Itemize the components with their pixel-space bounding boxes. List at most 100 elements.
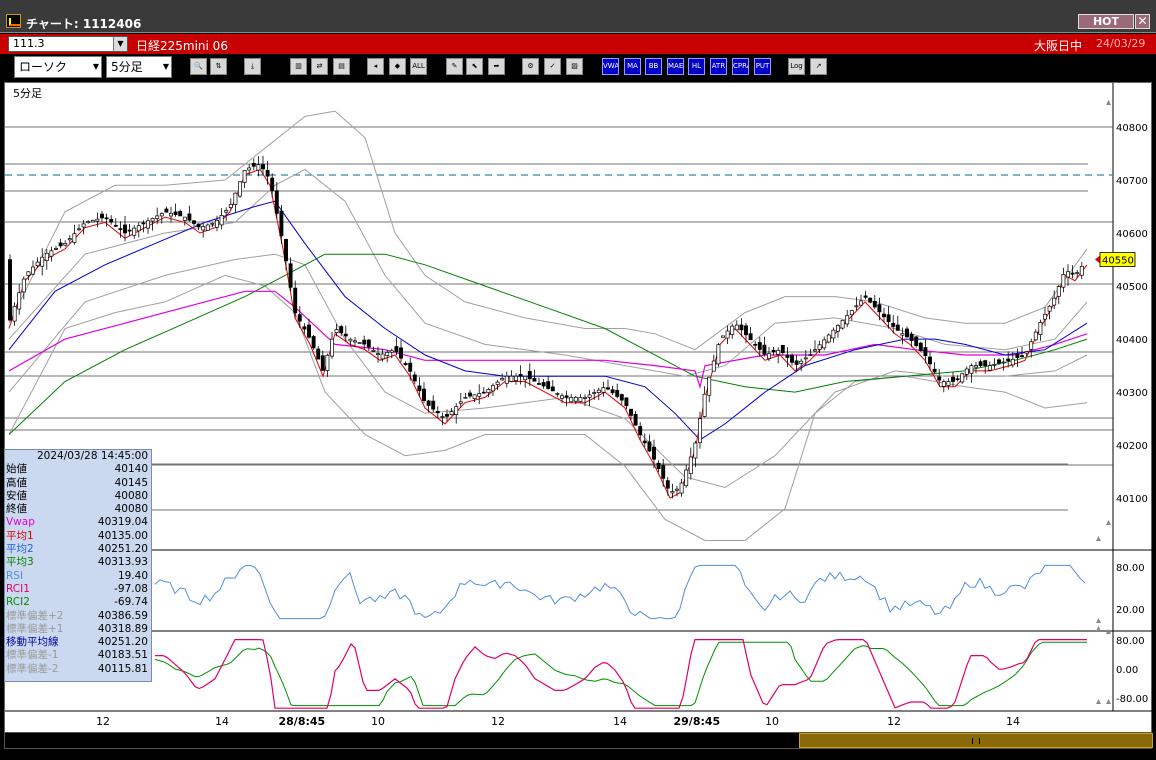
candle-body [974,365,978,368]
bar-chart-icon[interactable]: ▥ [290,58,307,75]
pen-icon[interactable]: ✎ [446,58,463,75]
candle-body [675,488,679,491]
candle-body [371,349,376,352]
overview-scrollbar[interactable] [4,732,1153,749]
put-button[interactable]: PUT [754,58,771,75]
candle-body [362,339,367,345]
vwap-button[interactable]: VWAP [602,58,619,75]
candle-body [555,393,560,395]
candle-body [615,389,620,397]
candle-body [431,400,436,410]
symbol-code-value: 111.3 [13,37,45,50]
candle-body [1047,305,1052,312]
candle-body [182,216,187,221]
candle-body [987,365,992,371]
all-button[interactable]: ALL [410,58,427,75]
candle-body [661,465,666,479]
wrench-icon[interactable]: ✓ [544,58,561,75]
log-button[interactable]: Log [788,58,805,75]
arrow-icon[interactable]: ➦ [488,58,505,75]
candle-body [955,378,960,381]
symbol-code-select[interactable]: 111.3 ▼ [8,36,128,52]
scale-arrow-icon [1096,626,1101,631]
candle-body [891,323,896,327]
chevron-down-icon[interactable]: ▼ [113,37,127,51]
export-icon[interactable]: ↗ [810,58,827,75]
candle-body [123,224,127,234]
candle-body [803,357,808,360]
candle-body [1052,297,1057,306]
rci1-line [155,639,1087,709]
candle-body [895,324,900,331]
scrollbar-thumb[interactable] [799,733,1153,748]
candle-left-icon[interactable]: ◂ [367,58,384,75]
data-panel-value: 40140 [114,463,148,476]
ma-button[interactable]: MA [624,58,641,75]
compare-icon[interactable]: ⇄ [311,58,328,75]
chart-area[interactable]: 5分足 40800 40700 40600 40500 40400 40300 40200 40… [4,82,1153,739]
hl-button[interactable]: HL [688,58,705,75]
candle-body [242,170,247,183]
pointer-icon[interactable]: ⬉ [466,58,483,75]
hot-button[interactable]: HOT [1078,14,1134,29]
candle-body [665,480,670,489]
symbol-bar: 111.3 ▼ 日経225mini 06 大阪日中 24/03/29 [0,34,1156,54]
interval-select[interactable]: 5分足 ▼ [106,56,172,78]
download-icon[interactable]: ⤓ [244,58,261,75]
zoom-icon[interactable]: 🔍 [190,58,207,75]
chart-type-value: ローソク [19,60,68,74]
candle-body [932,368,937,373]
scale-arrow-icon [1106,629,1111,634]
data-panel-value: 40319.04 [97,516,148,529]
data-panel-value: 40251.20 [97,543,148,556]
candle-body [564,395,569,398]
candle-body [836,324,840,332]
candle-body [514,375,518,381]
candle-body [458,401,463,404]
scale-icon[interactable]: ⇅ [210,58,227,75]
data-panel-row: 平均3 40313.93 [5,556,151,569]
candle-body [325,354,330,371]
candle-body [1079,266,1084,276]
candle-body [408,362,413,372]
data-panel-row: 標準偏差-2 40115.81 [5,663,151,676]
current-price-label: 40550 [1102,256,1134,267]
gear-icon[interactable]: ⚙ [522,58,539,75]
chart-canvas[interactable]: 5分足 40800 40700 40600 40500 40400 40300 40200 40… [5,83,1153,739]
candle-body [357,342,362,344]
candle-body [178,210,183,217]
bollinger-upper-2 [8,110,1088,351]
mae-button[interactable]: MAE [667,58,684,75]
close-button[interactable]: ✕ [1135,14,1150,29]
time-tick-label: 28/8:45 [278,715,326,728]
candle-body [587,394,592,398]
scale-arrow-icon [1106,100,1111,105]
chart-type-select[interactable]: ローソク ▼ [14,56,102,78]
data-panel-label: 標準偏差-2 [6,662,59,675]
copy-icon[interactable]: ▤ [333,58,350,75]
candle-body [380,353,385,360]
candle-body [440,416,445,418]
candle-center-icon[interactable]: ◆ [389,58,406,75]
candle-body [228,204,233,208]
cpr-button[interactable]: CPRA [732,58,749,75]
candle-body [81,223,86,228]
candle-body [297,314,302,322]
candle-body [192,220,196,224]
data-panel-row: 標準偏差-1 40183.51 [5,649,151,662]
atr-button[interactable]: ATR [710,58,727,75]
price-tick-label: 40300 [1116,388,1148,399]
data-panel-row: Vwap 40319.04 [5,516,151,529]
candle-body [320,355,325,371]
candle-body [504,375,509,384]
color-icon[interactable]: ▨ [566,58,583,75]
candle-body [734,324,739,331]
candle-body [693,442,698,459]
candle-body [1006,358,1011,362]
data-panel-row: 移動平均線 40251.20 [5,636,151,649]
moving-average-3-line [8,253,1088,435]
candle-body [265,169,270,177]
candle-body [578,397,583,402]
bb-button[interactable]: BB [645,58,662,75]
rci-tick-label: 80.00 [1116,636,1145,647]
